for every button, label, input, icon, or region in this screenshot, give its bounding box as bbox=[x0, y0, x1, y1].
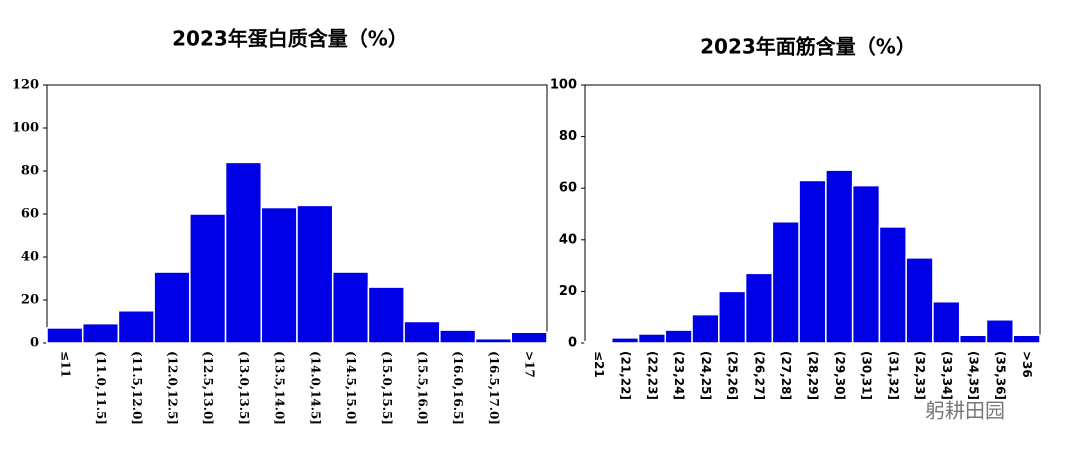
x-tick-label: >36 bbox=[1020, 351, 1034, 378]
bar bbox=[611, 337, 640, 344]
y-tick-label: 0 bbox=[30, 336, 39, 351]
x-tick-label: (35,36] bbox=[993, 351, 1007, 400]
bar bbox=[878, 226, 907, 344]
bar bbox=[474, 337, 513, 344]
bar bbox=[224, 161, 263, 344]
y-tick-label: 120 bbox=[12, 78, 39, 93]
bar bbox=[825, 169, 854, 344]
bar bbox=[403, 320, 441, 344]
y-tick-label: 80 bbox=[21, 164, 39, 179]
bar bbox=[744, 272, 774, 344]
bar bbox=[932, 300, 961, 344]
bar bbox=[691, 313, 720, 344]
x-tick-label: (30,31] bbox=[860, 351, 874, 400]
y-tick-label: 100 bbox=[550, 78, 577, 93]
bar bbox=[1012, 334, 1041, 344]
bar bbox=[117, 310, 155, 344]
x-tick-label: (27,28] bbox=[779, 351, 793, 400]
x-tick-label: (28,29] bbox=[806, 351, 820, 400]
y-tick-label: 60 bbox=[21, 207, 39, 222]
x-tick-label: ≤21 bbox=[592, 351, 606, 378]
watermark: 躬耕田园 bbox=[925, 399, 1005, 423]
x-tick-label: (13.5,14.0] bbox=[273, 351, 287, 425]
bar bbox=[637, 333, 667, 344]
x-tick-label: (32,33] bbox=[913, 351, 927, 400]
x-tick-label: (24,25] bbox=[699, 351, 713, 400]
x-tick-label: (14.5,15.0] bbox=[344, 351, 358, 425]
bar bbox=[367, 286, 405, 344]
chart-title: 2023年蛋白质含量（%） bbox=[172, 27, 408, 51]
bar bbox=[189, 213, 227, 344]
bar bbox=[153, 271, 191, 344]
bar bbox=[331, 271, 370, 344]
x-tick-label: (26,27] bbox=[752, 351, 766, 400]
bar bbox=[46, 327, 84, 344]
bar bbox=[584, 340, 613, 344]
y-tick-label: 0 bbox=[568, 336, 577, 351]
x-tick-label: (11.0,11.5] bbox=[94, 351, 108, 425]
bar bbox=[905, 257, 934, 344]
bar bbox=[664, 329, 693, 344]
bar bbox=[296, 204, 334, 344]
x-tick-label: (23,24] bbox=[672, 351, 686, 400]
x-tick-label: (29,30] bbox=[833, 351, 847, 400]
x-tick-label: ≤11 bbox=[58, 351, 72, 378]
x-tick-label: (15.5,16.0] bbox=[416, 351, 430, 425]
bar bbox=[958, 334, 988, 344]
bar bbox=[718, 290, 747, 344]
x-tick-label: (13.0,13.5] bbox=[237, 351, 251, 425]
x-tick-label: (14.0,14.5] bbox=[308, 351, 322, 425]
x-tick-label: (31,32] bbox=[886, 351, 900, 400]
x-tick-label: (22,23] bbox=[645, 351, 659, 400]
y-tick-label: 40 bbox=[21, 250, 39, 265]
x-tick-label: (12.0,12.5] bbox=[166, 351, 180, 425]
x-tick-label: >17 bbox=[523, 351, 537, 378]
x-tick-label: (16.5,17.0] bbox=[487, 351, 501, 425]
y-tick-label: 20 bbox=[559, 284, 577, 299]
y-tick-label: 20 bbox=[21, 293, 39, 308]
x-tick-label: (15.0,15.5] bbox=[380, 351, 394, 425]
x-tick-label: (16.0,16.5] bbox=[451, 351, 465, 425]
y-tick-label: 100 bbox=[12, 121, 39, 136]
bar bbox=[798, 179, 827, 344]
y-tick-label: 40 bbox=[559, 232, 577, 247]
x-tick-label: (34,35] bbox=[967, 351, 981, 400]
bar bbox=[851, 184, 881, 344]
y-tick-label: 60 bbox=[559, 181, 577, 196]
bar bbox=[771, 220, 800, 344]
chart-title: 2023年面筋含量（%） bbox=[700, 35, 916, 59]
bar bbox=[81, 322, 120, 344]
y-tick-label: 80 bbox=[559, 129, 577, 144]
x-tick-label: (11.5,12.0] bbox=[130, 351, 144, 425]
bar bbox=[260, 206, 298, 344]
bar bbox=[439, 329, 477, 344]
bar bbox=[510, 331, 548, 344]
x-tick-label: (25,26] bbox=[726, 351, 740, 400]
bar bbox=[985, 319, 1014, 344]
x-tick-label: (33,34] bbox=[940, 351, 954, 400]
x-tick-label: (12.5,13.0] bbox=[201, 351, 215, 425]
x-tick-label: (21,22] bbox=[619, 351, 633, 400]
